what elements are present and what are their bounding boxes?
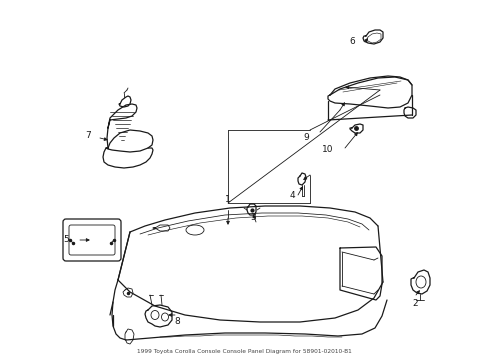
Text: 4: 4 <box>288 190 294 199</box>
Text: 1: 1 <box>224 195 230 204</box>
Text: 1999 Toyota Corolla Console Console Panel Diagram for 58901-02010-B1: 1999 Toyota Corolla Console Console Pane… <box>136 349 351 354</box>
Text: 5: 5 <box>63 235 69 244</box>
Text: 8: 8 <box>174 318 180 327</box>
Text: 7: 7 <box>85 130 91 139</box>
Text: 10: 10 <box>322 145 333 154</box>
Text: 3: 3 <box>250 213 255 222</box>
Text: 6: 6 <box>348 37 354 46</box>
Text: 2: 2 <box>411 298 417 307</box>
Text: 9: 9 <box>303 134 308 143</box>
